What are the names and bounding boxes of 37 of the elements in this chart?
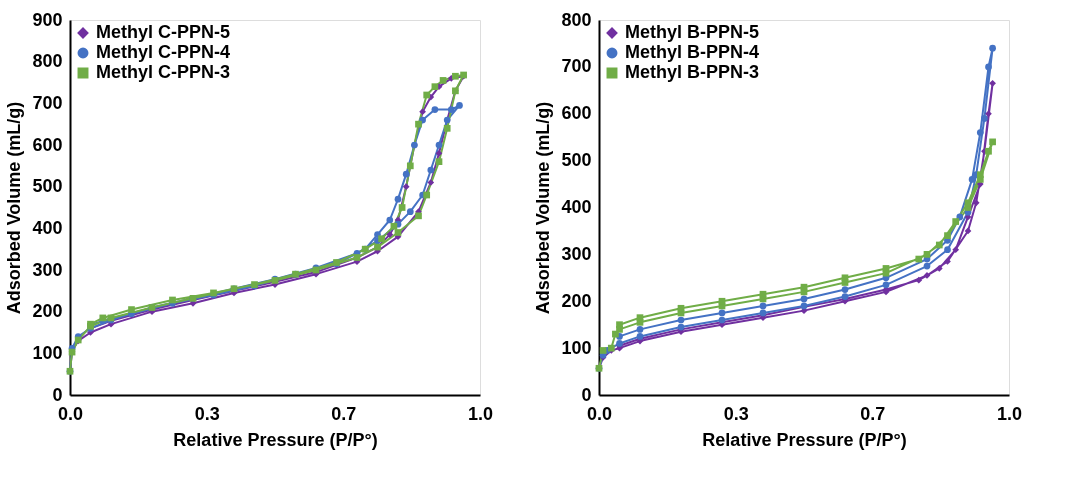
y-tick-label: 900 [32, 9, 63, 30]
legend-label: Methyl C-PPN-5 [96, 22, 231, 42]
y-tick-label: 700 [32, 92, 63, 113]
x-tick-label: 0.7 [331, 403, 357, 424]
x-tick-label: 0.3 [723, 403, 749, 424]
y-tick-label: 200 [561, 290, 592, 311]
y-tick-label: 300 [32, 259, 63, 280]
y-tick-label: 600 [32, 134, 63, 155]
x-tick-label: 0.3 [194, 403, 220, 424]
y-tick-label: 400 [561, 197, 592, 217]
x-tick-label: 0.0 [57, 403, 84, 424]
legend-label: Methyl B-PPN-5 [625, 22, 760, 42]
y-tick-label: 200 [32, 301, 63, 322]
y-axis-title: Adsorbed Volume (mL/g) [4, 101, 25, 315]
y-tick-label: 100 [32, 342, 63, 363]
y-axis-title: Adsorbed Volume (mL/g) [533, 101, 554, 315]
legend-label: Methyl B-PPN-4 [625, 42, 760, 62]
y-tick-label: 500 [32, 176, 63, 197]
legend-label: Methyl C-PPN-3 [96, 62, 231, 82]
y-tick-label: 100 [561, 337, 592, 358]
y-tick-label: 700 [561, 56, 592, 77]
y-tick-label: 800 [561, 9, 592, 30]
x-tick-label: 0.0 [586, 403, 613, 424]
y-tick-label: 300 [561, 243, 592, 264]
x-axis-title: Relative Pressure (P/P°) [173, 429, 378, 450]
x-axis-title: Relative Pressure (P/P°) [702, 429, 907, 450]
legend-label: Methyl B-PPN-3 [625, 62, 760, 82]
y-tick-label: 500 [561, 150, 592, 171]
x-tick-label: 1.0 [996, 403, 1023, 424]
x-tick-label: 1.0 [467, 403, 494, 424]
legend-label: Methyl C-PPN-4 [96, 42, 231, 62]
y-tick-label: 0 [52, 384, 63, 405]
y-tick-label: 800 [32, 51, 63, 72]
y-tick-label: 400 [32, 217, 63, 238]
y-tick-label: 600 [561, 103, 592, 124]
x-tick-label: 0.7 [860, 403, 886, 424]
y-tick-label: 0 [581, 384, 592, 405]
